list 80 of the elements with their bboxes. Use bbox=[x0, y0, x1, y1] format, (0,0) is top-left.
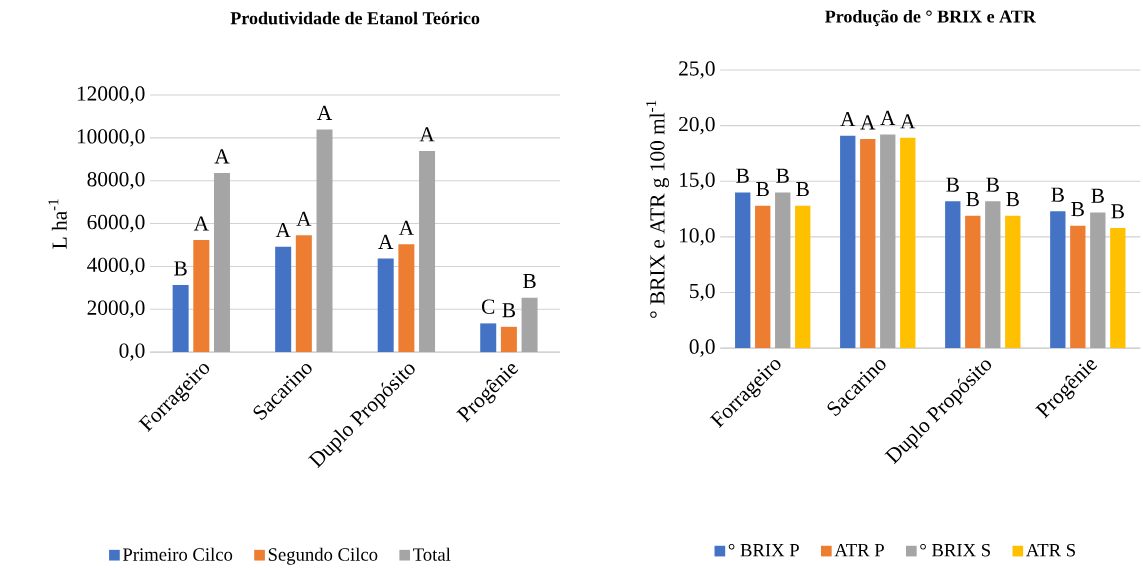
data-label: B bbox=[946, 177, 959, 192]
bar bbox=[755, 205, 771, 349]
legend-label: ATR P bbox=[834, 543, 884, 557]
bar bbox=[900, 137, 916, 349]
data-label: B bbox=[1051, 187, 1064, 202]
data-label: B bbox=[966, 192, 979, 207]
y-axis-title: ° BRIX e ATR g 100 ml$^{-1}$ bbox=[646, 100, 669, 318]
data-label: B bbox=[523, 274, 536, 289]
data-label: A bbox=[398, 220, 414, 235]
bar bbox=[295, 235, 312, 353]
y-tick-label: 10,0 bbox=[680, 228, 715, 246]
data-label: A bbox=[275, 223, 291, 238]
bar bbox=[316, 129, 333, 353]
data-label: A bbox=[860, 115, 876, 130]
y-tick-label: 0,0 bbox=[119, 343, 145, 361]
data-label: C bbox=[481, 299, 495, 314]
data-label: B bbox=[1111, 204, 1124, 219]
bar bbox=[521, 297, 538, 353]
data-label: B bbox=[1091, 188, 1104, 203]
bar bbox=[945, 201, 961, 349]
legend-label: Total bbox=[413, 547, 451, 561]
bar bbox=[985, 201, 1001, 349]
legend-label: Primeiro Cilco bbox=[122, 547, 233, 561]
bar bbox=[965, 215, 981, 349]
data-label: A bbox=[193, 216, 209, 231]
data-label: B bbox=[174, 261, 187, 276]
bar bbox=[419, 150, 436, 353]
bar bbox=[1005, 215, 1021, 349]
bar bbox=[213, 173, 230, 353]
bar bbox=[480, 323, 497, 353]
legend-label: ° BRIX S bbox=[920, 543, 990, 557]
data-label: B bbox=[1071, 202, 1084, 217]
y-tick-label: 12000,0 bbox=[77, 86, 145, 104]
data-label: A bbox=[214, 149, 230, 164]
data-label: A bbox=[880, 110, 896, 125]
bar bbox=[795, 205, 811, 349]
data-label: A bbox=[900, 114, 916, 129]
data-label: B bbox=[756, 182, 769, 197]
data-label: B bbox=[736, 168, 749, 183]
bar bbox=[1050, 211, 1066, 349]
y-tick-label: 25,0 bbox=[679, 61, 715, 79]
bar bbox=[172, 285, 189, 353]
data-label: A bbox=[840, 111, 856, 127]
y-tick-label: 6000,0 bbox=[87, 214, 145, 233]
y-tick-label: 4000,0 bbox=[87, 257, 145, 276]
bar bbox=[735, 192, 751, 349]
data-label: B bbox=[796, 182, 809, 197]
data-label: A bbox=[378, 234, 394, 249]
chart-title: Produção de ° BRIX e ATR bbox=[825, 9, 1036, 27]
bar bbox=[775, 192, 791, 349]
bar bbox=[193, 240, 210, 353]
y-axis-title: L ha$^{-1}$ bbox=[48, 199, 67, 249]
data-label: A bbox=[317, 105, 333, 120]
y-tick-label: 5,0 bbox=[690, 283, 715, 302]
data-label: B bbox=[776, 168, 789, 183]
bar bbox=[398, 244, 415, 353]
data-label: A bbox=[296, 211, 312, 226]
data-label: B bbox=[502, 303, 515, 318]
data-label: A bbox=[419, 127, 435, 142]
chart-title: Produtividade de Etanol Teórico bbox=[230, 11, 480, 25]
y-tick-label: 8000,0 bbox=[87, 171, 145, 190]
legend-label: Segundo Cilco bbox=[268, 547, 378, 565]
y-tick-label: 20,0 bbox=[679, 116, 715, 135]
bar bbox=[880, 134, 896, 349]
bar bbox=[840, 135, 856, 349]
bar bbox=[1070, 225, 1086, 349]
y-tick-label: 15,0 bbox=[680, 172, 715, 190]
bar bbox=[1110, 227, 1126, 349]
bar bbox=[377, 258, 394, 353]
data-label: B bbox=[986, 177, 999, 192]
bar bbox=[1090, 212, 1106, 349]
y-tick-label: 10000,0 bbox=[77, 129, 145, 147]
legend-label: ATR S bbox=[1026, 543, 1075, 557]
y-tick-label: 2000,0 bbox=[87, 300, 145, 318]
bar bbox=[500, 326, 517, 353]
data-label: B bbox=[1006, 192, 1019, 207]
y-tick-label: 0,0 bbox=[689, 339, 715, 357]
bar bbox=[275, 246, 292, 353]
bar bbox=[860, 138, 876, 349]
legend-label: ° BRIX P bbox=[728, 543, 799, 557]
